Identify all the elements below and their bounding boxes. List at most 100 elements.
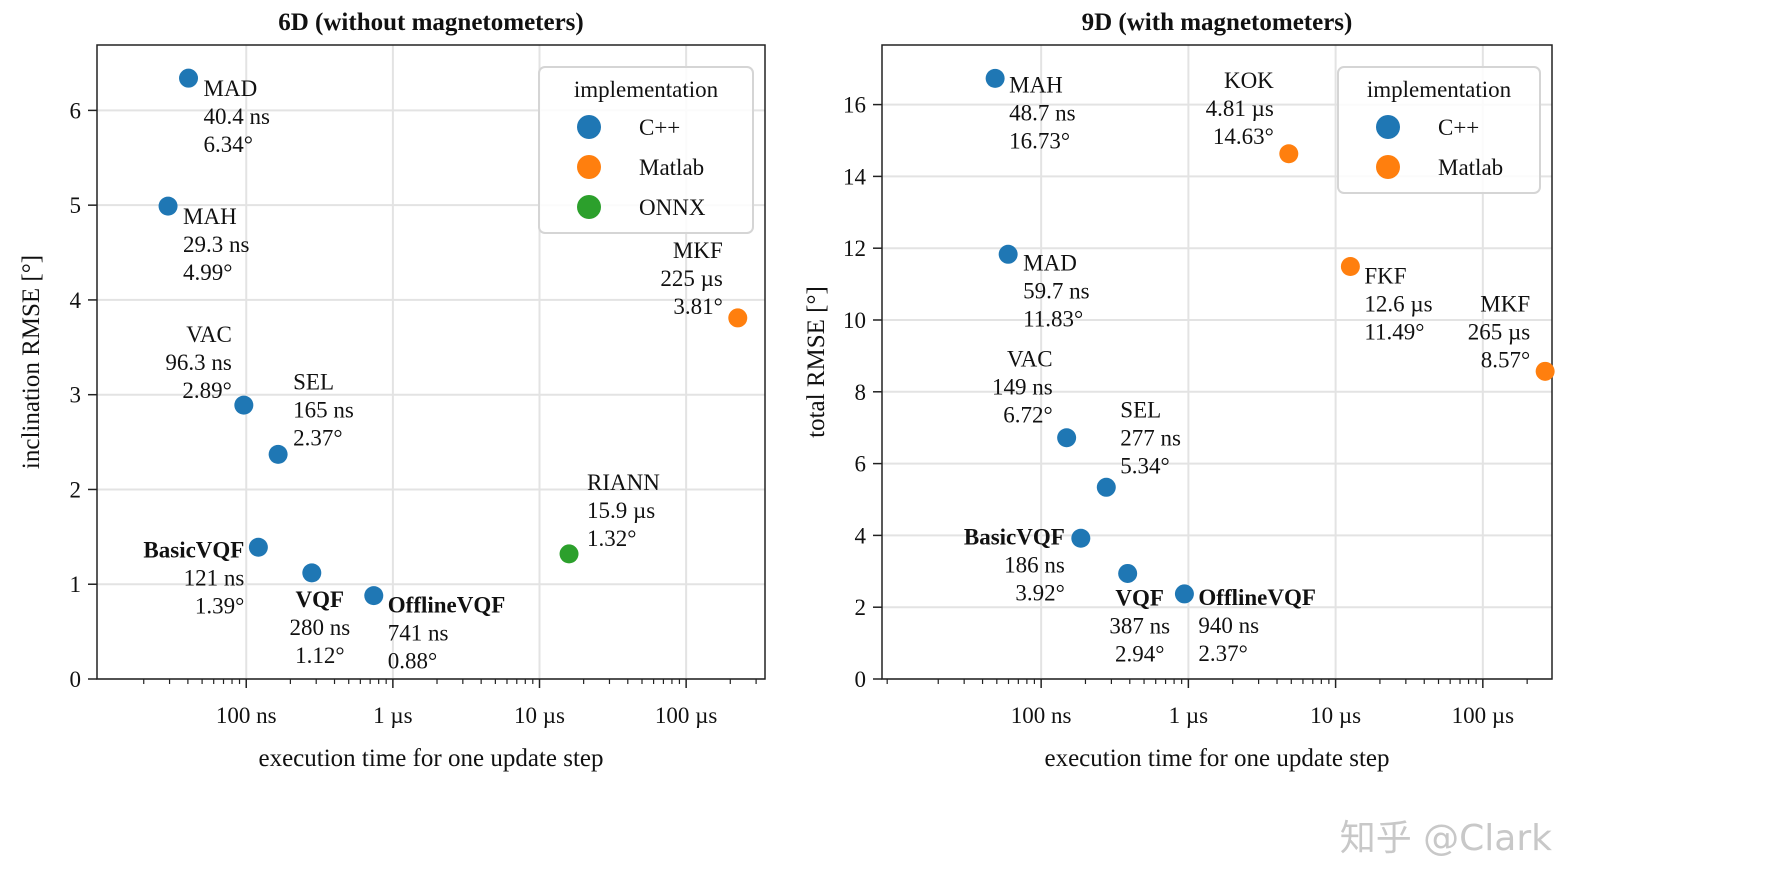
point-label: RIANN 15.9 µs 1.32°: [587, 470, 660, 551]
plot-frame: [881, 44, 1553, 680]
point-label-err-label: 11.83°: [1023, 306, 1083, 331]
chart-title: 9D (with magnetometers): [1082, 9, 1353, 36]
y-axis-label: total RMSE [°]: [803, 286, 830, 438]
legend-entry: C++: [1438, 115, 1479, 140]
y-tick-label: 6: [70, 98, 82, 123]
panel-6d: 100 ns 1 µs 10 µs 100 µs 0 1 2 3 4 5 6 6D (without …: [18, 9, 766, 772]
point-label: MAH 48.7 ns 16.73°: [1009, 72, 1075, 153]
point-label-name: OfflineVQF: [388, 593, 506, 618]
y-tick-label: 2: [70, 477, 82, 502]
legend-title: implementation: [1367, 77, 1512, 102]
legend-marker-onnx: [577, 195, 601, 219]
data-point-fkf: [1340, 257, 1360, 277]
chart-title: 6D (without magnetometers): [278, 9, 583, 36]
legend-entry: C++: [639, 115, 680, 140]
plot-frame: [96, 44, 766, 680]
point-label-err-label: 4.99°: [183, 260, 232, 285]
point-label-err-label: 3.81°: [673, 294, 722, 319]
point-label-time-label: 165 ns: [293, 397, 354, 422]
legend-marker-matlab: [577, 155, 601, 179]
data-point-vac: [1057, 428, 1077, 448]
point-label: SEL 277 ns 5.34°: [1120, 397, 1181, 478]
legend-marker-matlab: [1376, 155, 1400, 179]
point-label-time-label: 15.9 µs: [587, 498, 655, 523]
y-tick-label: 6: [855, 452, 867, 477]
legend-entry: Matlab: [639, 155, 704, 180]
legend-marker-cpp: [577, 115, 601, 139]
point-label-time-label: 48.7 ns: [1009, 100, 1075, 125]
y-tick-label: 1: [70, 572, 82, 597]
x-tick-label: 1 µs: [1169, 703, 1209, 728]
point-label-name: BasicVQF: [143, 537, 244, 562]
point-label-name: VQF: [296, 587, 345, 612]
y-tick-label: 16: [843, 93, 866, 118]
point-label-time-label: 96.3 ns: [165, 350, 232, 375]
data-point-mad: [998, 244, 1018, 264]
point-label-name: SEL: [1120, 397, 1161, 422]
point-label-name: MKF: [673, 238, 723, 263]
point-label-err-label: 5.34°: [1120, 453, 1169, 478]
point-label: BasicVQF 121 ns 1.39°: [143, 537, 244, 618]
point-label-name: MAH: [183, 204, 237, 229]
x-tick-label: 10 µs: [514, 703, 565, 728]
data-point-offlinevqf: [1174, 584, 1194, 604]
x-axis-label: execution time for one update step: [258, 745, 603, 772]
point-label-err-label: 2.94°: [1115, 641, 1164, 666]
point-label-time-label: 280 ns: [289, 615, 350, 640]
point-label-name: RIANN: [587, 470, 660, 495]
x-axis-label: execution time for one update step: [1044, 745, 1389, 772]
point-label-err-label: 16.73°: [1009, 128, 1070, 153]
point-label-err-label: 2.89°: [182, 378, 231, 403]
x-tick-label: 100 µs: [1452, 703, 1515, 728]
data-point-sel: [1096, 477, 1116, 497]
data-point-mah: [985, 68, 1005, 88]
point-label-time-label: 40.4 ns: [204, 104, 270, 129]
legend-box: [538, 66, 754, 234]
point-label-time-label: 277 ns: [1120, 425, 1181, 450]
y-tick-label: 4: [855, 523, 867, 548]
x-tick-label: 100 µs: [655, 703, 718, 728]
point-label-name: OfflineVQF: [1198, 585, 1316, 610]
point-label-err-label: 6.72°: [1003, 403, 1052, 428]
x-tick-label: 100 ns: [216, 703, 277, 728]
watermark: 知乎 @Clark: [1340, 818, 1552, 859]
point-label-time-label: 121 ns: [184, 565, 245, 590]
point-label-name: VAC: [1007, 347, 1053, 372]
point-label-time-label: 940 ns: [1198, 613, 1259, 638]
point-label-time-label: 387 ns: [1109, 613, 1170, 638]
y-tick-label: 5: [70, 193, 82, 218]
y-tick-label: 0: [855, 667, 867, 692]
point-label-time-label: 149 ns: [992, 375, 1053, 400]
data-point-mad: [179, 68, 199, 88]
point-label: MKF 225 µs 3.81°: [660, 238, 723, 319]
x-tick-label: 100 ns: [1011, 703, 1072, 728]
point-label-name: KOK: [1224, 68, 1274, 93]
point-label-name: BasicVQF: [964, 524, 1065, 549]
point-label-name: MAD: [1023, 250, 1077, 275]
point-label: OfflineVQF 741 ns 0.88°: [388, 593, 506, 674]
point-label-err-label: 11.49°: [1364, 320, 1424, 345]
point-label: MAD 40.4 ns 6.34°: [204, 76, 270, 157]
point-label-err-label: 1.32°: [587, 526, 636, 551]
point-label-err-label: 2.37°: [1198, 641, 1247, 666]
point-label-err-label: 3.92°: [1015, 580, 1064, 605]
y-tick-label: 14: [843, 164, 867, 189]
y-tick-label: 12: [843, 236, 866, 261]
y-tick-label: 8: [855, 380, 867, 405]
point-label-time-label: 741 ns: [388, 621, 449, 646]
y-tick-label: 3: [70, 383, 82, 408]
point-label: VQF 280 ns 1.12°: [289, 587, 350, 668]
data-point-vac: [234, 395, 254, 415]
data-point-mah: [158, 196, 178, 216]
data-point-mkf: [1535, 361, 1555, 381]
y-axis-label: inclination RMSE [°]: [18, 255, 45, 469]
legend: implementation C++ Matlab ONNX: [538, 66, 754, 234]
point-label-time-label: 225 µs: [660, 266, 723, 291]
y-tick-label: 4: [70, 288, 82, 313]
point-label-name: VAC: [186, 322, 232, 347]
data-point-vqf: [302, 563, 322, 583]
point-label: BasicVQF 186 ns 3.92°: [964, 524, 1065, 605]
legend: implementation C++ Matlab: [1337, 66, 1541, 194]
legend-entry: ONNX: [639, 195, 706, 220]
